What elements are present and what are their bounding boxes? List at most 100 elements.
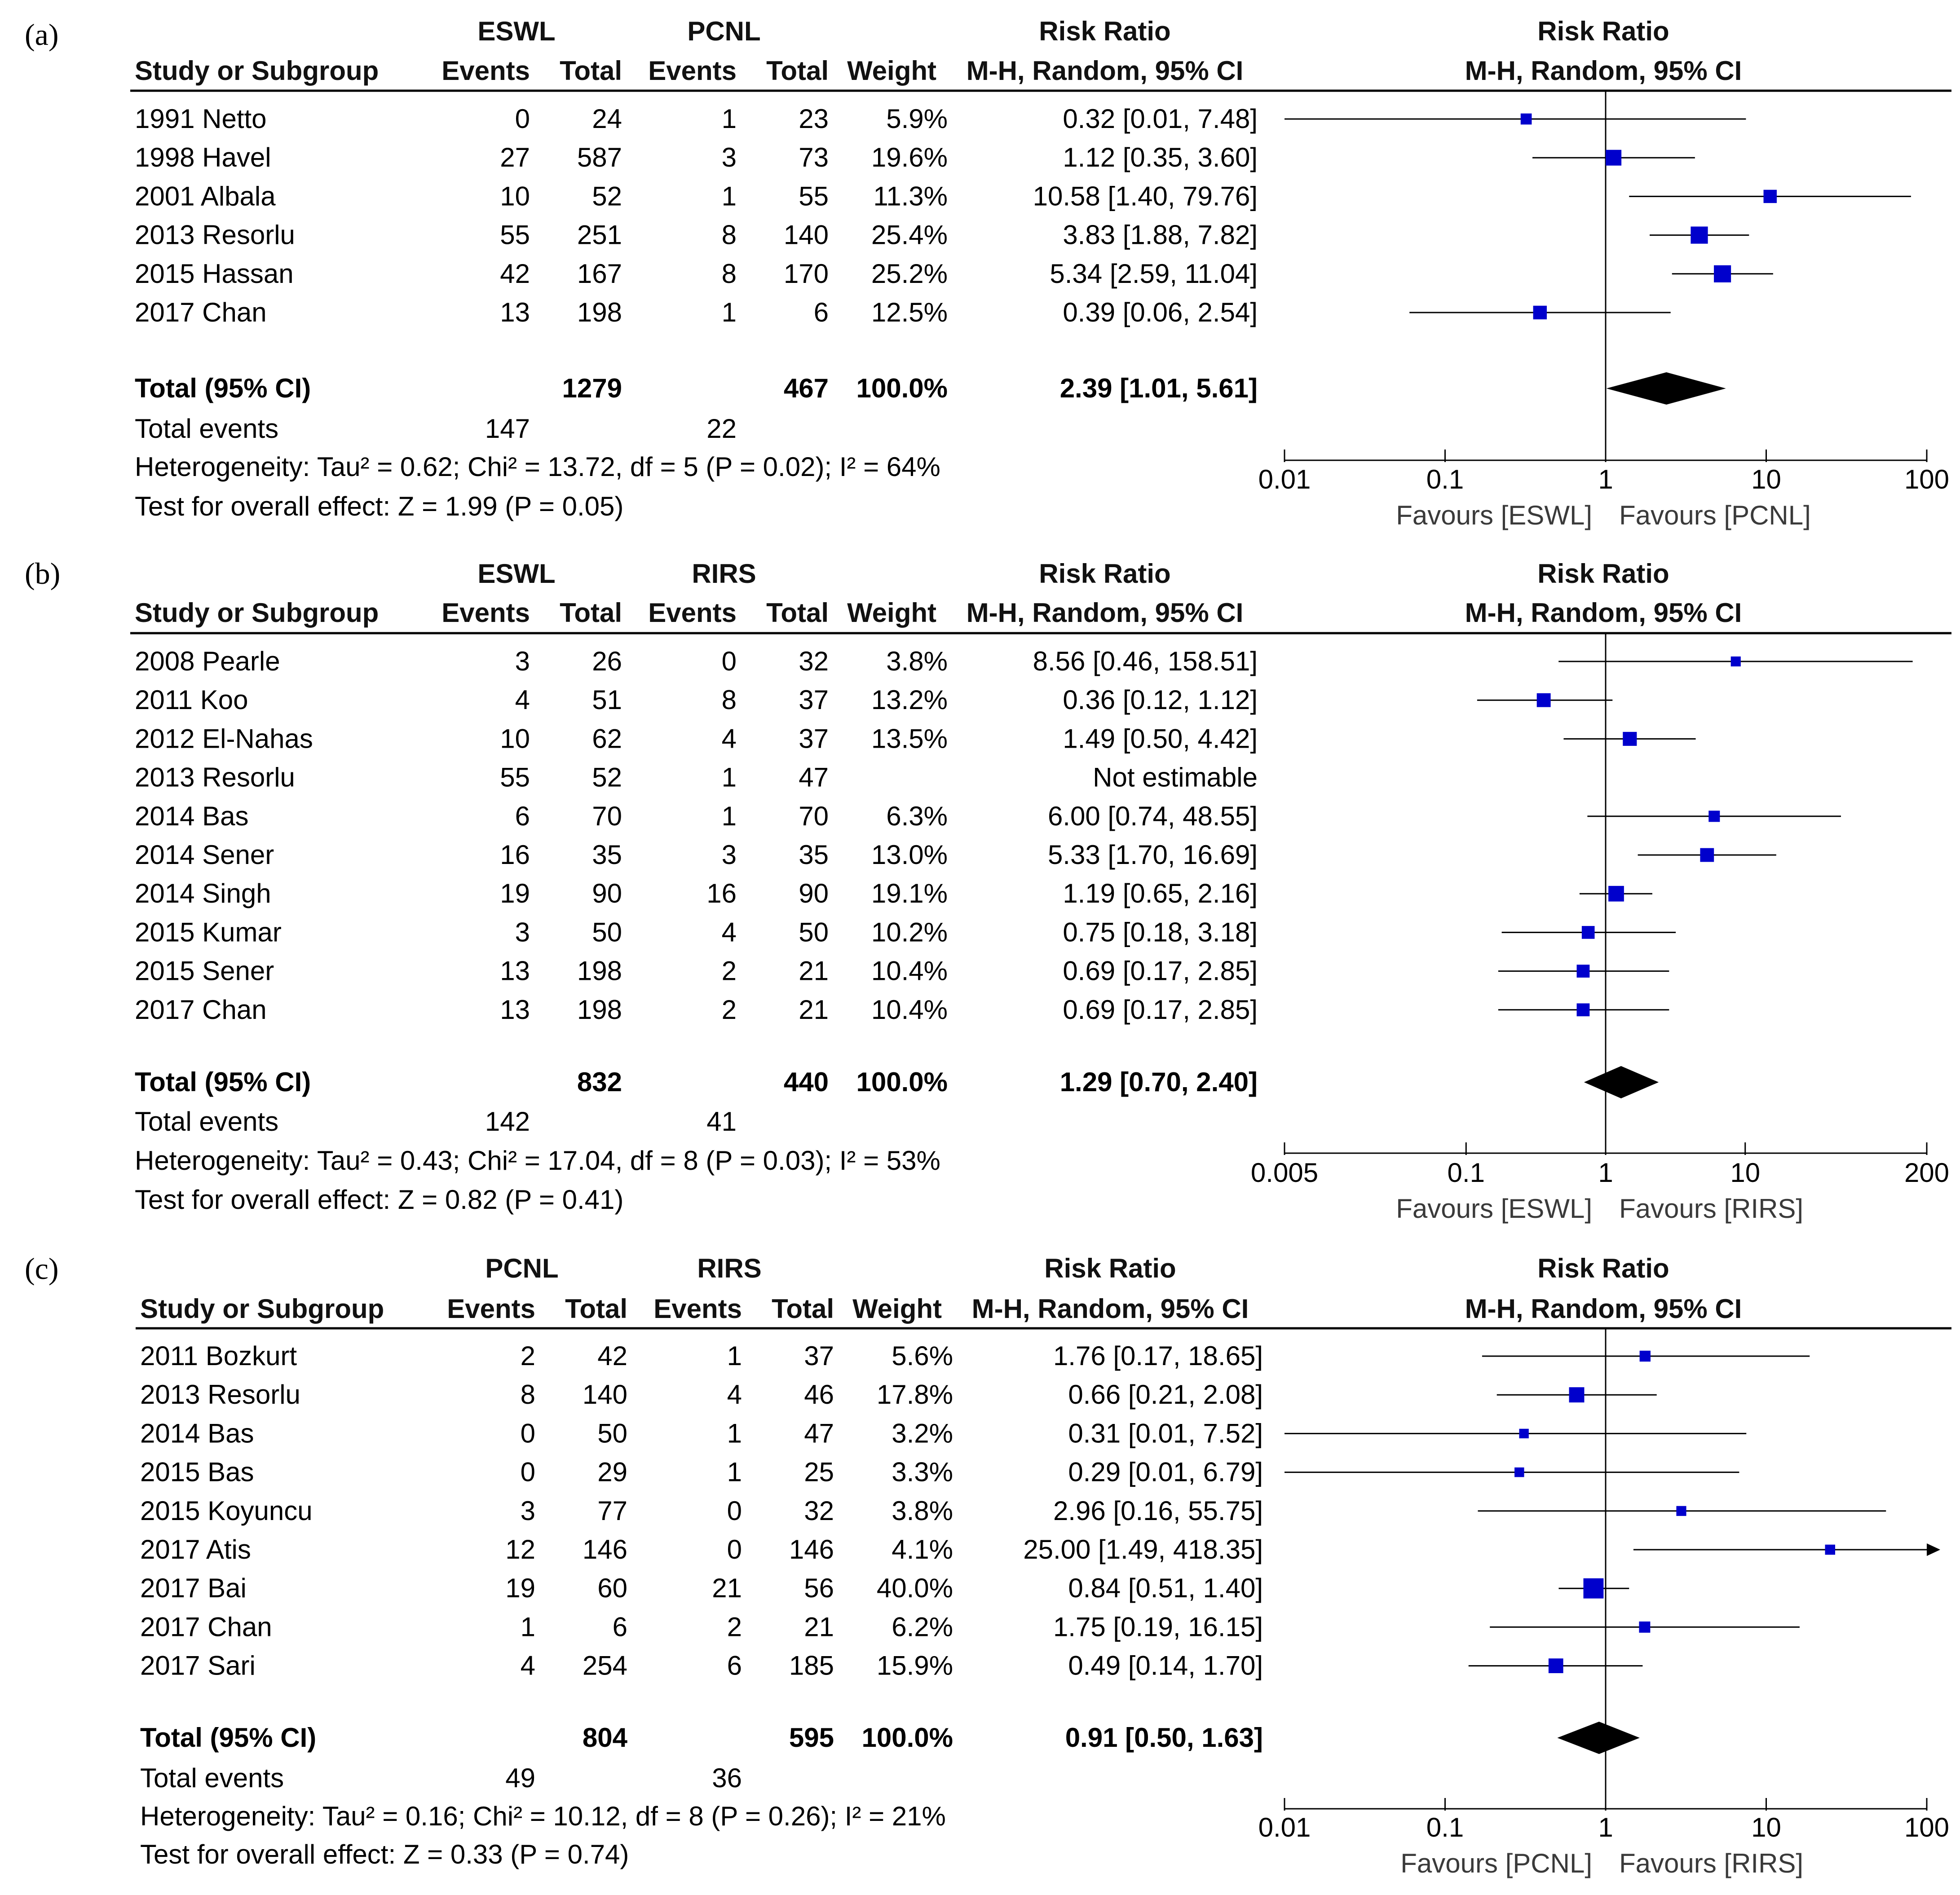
- total1-header: Total: [560, 598, 622, 628]
- study-row: 2014 Singh 19 90 16 90 19.1% 1.19 [0.65, 2.16]: [135, 878, 1652, 908]
- x-tick-label: 100: [1904, 1812, 1949, 1842]
- plot-title-header: Risk Ratio: [1537, 16, 1669, 46]
- total2-value: 21: [804, 1612, 834, 1642]
- study-name: 2017 Sari: [140, 1651, 256, 1681]
- events1-value: 8: [521, 1379, 535, 1410]
- total-row: Total (95% CI) 804 595 100.0% 0.91 [0.50, 1.…: [140, 1722, 1640, 1754]
- study-row: 2017 Chan 13 198 1 6 12.5% 0.39 [0.06, 2.54]: [135, 297, 1671, 327]
- total2-value: 32: [804, 1496, 834, 1526]
- total2-value: 21: [799, 956, 829, 986]
- events1-value: 19: [500, 878, 530, 908]
- pooled-risk-ratio: 1.29 [0.70, 2.40]: [1060, 1067, 1258, 1097]
- total2-value: 70: [799, 801, 829, 831]
- weight-value: 6.2%: [892, 1612, 953, 1642]
- favours-right-label: Favours [RIRS]: [1619, 1848, 1803, 1878]
- study-name: 2017 Bai: [140, 1573, 247, 1603]
- total2-value: 140: [784, 220, 829, 250]
- point-estimate-marker: [1825, 1544, 1836, 1555]
- total1-value: 254: [583, 1651, 627, 1681]
- point-estimate-marker: [1581, 926, 1595, 939]
- events1-value: 42: [500, 259, 530, 289]
- total2-value: 37: [804, 1341, 834, 1371]
- x-tick-label: 0.1: [1448, 1158, 1485, 1188]
- weight-header: Weight: [847, 598, 936, 628]
- total2-value: 56: [804, 1573, 834, 1603]
- total1-sum: 804: [583, 1723, 628, 1753]
- total1-value: 29: [597, 1457, 627, 1487]
- events1-value: 4: [521, 1651, 535, 1681]
- total1-value: 26: [592, 646, 622, 676]
- risk-ratio-ci-value: 0.69 [0.17, 2.85]: [1063, 956, 1258, 986]
- events1-value: 55: [500, 762, 530, 793]
- point-estimate-marker: [1639, 1350, 1651, 1362]
- events2-header: Events: [653, 1294, 742, 1324]
- events1-value: 1: [521, 1612, 535, 1642]
- study-name: 2017 Chan: [135, 297, 267, 327]
- point-estimate-marker: [1533, 305, 1547, 320]
- x-tick-label: 10: [1751, 464, 1781, 494]
- point-estimate-marker: [1708, 811, 1720, 822]
- total-label: Total (95% CI): [135, 1067, 311, 1097]
- total2-value: 37: [799, 723, 829, 754]
- group1-header: PCNL: [485, 1253, 558, 1283]
- ci-overflow-arrow: [1927, 1543, 1940, 1556]
- total2-value: 185: [789, 1651, 834, 1681]
- weight-value: 25.2%: [871, 259, 948, 289]
- point-estimate-marker: [1520, 113, 1532, 125]
- total-events-label: Total events: [135, 1106, 278, 1137]
- study-row: 2015 Koyuncu 3 77 0 32 3.8% 2.96 [0.16, 55.75]: [140, 1496, 1886, 1526]
- heterogeneity-stats: Heterogeneity: Tau² = 0.62; Chi² = 13.72…: [135, 452, 940, 482]
- risk-ratio-ci-value: 5.34 [2.59, 11.04]: [1050, 259, 1258, 289]
- x-tick-label: 1: [1598, 1812, 1613, 1842]
- study-row: 2012 El-Nahas 10 62 4 37 13.5% 1.49 [0.50, 4.4…: [135, 723, 1696, 754]
- total1-value: 198: [577, 297, 622, 327]
- pooled-diamond: [1557, 1722, 1640, 1754]
- events2-value: 6: [727, 1651, 742, 1681]
- events2-value: 8: [722, 220, 737, 250]
- risk-ratio-ci-value: 1.12 [0.35, 3.60]: [1063, 142, 1258, 172]
- study-row: 2001 Albala 10 52 1 55 11.3% 10.58 [1.40, 79.7…: [135, 181, 1911, 211]
- point-estimate-marker: [1639, 1621, 1651, 1633]
- overall-effect-test: Test for overall effect: Z = 1.99 (P = 0…: [135, 491, 623, 521]
- weight-value: 13.5%: [871, 723, 948, 754]
- point-estimate-marker: [1623, 732, 1637, 746]
- study-name: 2013 Resorlu: [135, 220, 295, 250]
- weight-header: Weight: [847, 56, 936, 86]
- events1-value: 3: [515, 917, 530, 947]
- total2-value: 25: [804, 1457, 834, 1487]
- plot-title-header: Risk Ratio: [1537, 559, 1669, 589]
- point-estimate-marker: [1576, 965, 1590, 978]
- point-estimate-marker: [1536, 693, 1551, 707]
- heterogeneity-stats: Heterogeneity: Tau² = 0.16; Chi² = 10.12…: [140, 1801, 946, 1831]
- total-events-label: Total events: [140, 1763, 284, 1793]
- events1-value: 3: [521, 1496, 535, 1526]
- total1-value: 50: [597, 1418, 627, 1448]
- pooled-risk-ratio: 0.91 [0.50, 1.63]: [1065, 1723, 1263, 1753]
- x-tick-label: 1: [1598, 464, 1613, 494]
- events2-value: 2: [722, 995, 737, 1025]
- x-tick-label: 0.005: [1251, 1158, 1318, 1188]
- forest-panel-c: (c) PCNL RIRS Risk Ratio Risk Ratio Study or …: [25, 1252, 1951, 1878]
- total-weight: 100.0%: [856, 373, 948, 403]
- risk-ratio-ci-value: 0.32 [0.01, 7.48]: [1063, 104, 1258, 134]
- study-name: 2014 Bas: [135, 801, 249, 831]
- weight-value: 40.0%: [877, 1573, 953, 1603]
- study-row: 2014 Bas 6 70 1 70 6.3% 6.00 [0.74, 48.55]: [135, 801, 1841, 831]
- study-row: 2011 Koo 4 51 8 37 13.2% 0.36 [0.12, 1.12]: [135, 685, 1613, 715]
- study-name: 2015 Koyuncu: [140, 1496, 313, 1526]
- study-row: 2013 Resorlu 55 251 8 140 25.4% 3.83 [1.88, 7.…: [135, 220, 1749, 250]
- pooled-diamond: [1606, 372, 1726, 405]
- risk-ratio-ci-value: 1.19 [0.65, 2.16]: [1063, 878, 1258, 908]
- study-name: 2015 Sener: [135, 956, 274, 986]
- events2-header: Events: [648, 56, 737, 86]
- group2-header: PCNL: [687, 16, 760, 46]
- total2-value: 35: [799, 840, 829, 870]
- x-tick-label: 1: [1598, 1158, 1613, 1188]
- events2-value: 8: [722, 259, 737, 289]
- total2-sum: 595: [789, 1723, 834, 1753]
- events1-value: 13: [500, 995, 530, 1025]
- point-estimate-marker: [1714, 265, 1731, 282]
- total1-value: 50: [592, 917, 622, 947]
- events2-value: 8: [722, 685, 737, 715]
- risk-ratio-ci-value: 0.31 [0.01, 7.52]: [1068, 1418, 1263, 1448]
